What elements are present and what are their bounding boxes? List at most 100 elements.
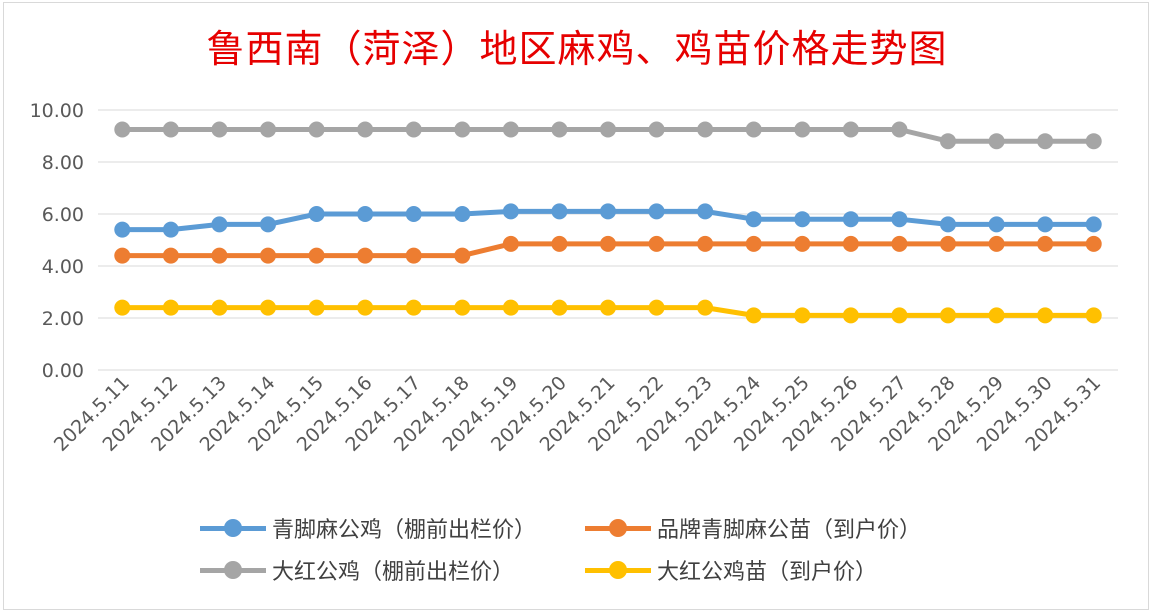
series-4-point-5 [357, 299, 374, 316]
series-3-point-7 [454, 121, 471, 138]
y-tick-label-3: 6.00 [42, 204, 84, 226]
series-3-point-2 [211, 121, 228, 138]
legend-swatch-series-2 [585, 518, 651, 538]
series-2-point-19 [1037, 235, 1054, 252]
series-1-point-11 [648, 203, 665, 220]
series-4-point-17 [940, 307, 956, 324]
series-2-point-3 [260, 247, 276, 264]
series-1-point-3 [260, 216, 276, 233]
series-1-point-14 [794, 211, 811, 228]
series-1-point-12 [697, 203, 714, 220]
series-1-point-13 [745, 211, 762, 228]
legend-label-series-4: 大红公鸡苗（到户价） [657, 560, 878, 585]
series-4-point-3 [260, 299, 276, 316]
series-3-point-11 [648, 121, 665, 138]
series-4-point-16 [891, 307, 908, 324]
series-1-point-8 [502, 203, 519, 220]
series-3-point-12 [697, 121, 714, 138]
series-4-point-2 [211, 299, 228, 316]
legend-swatch-series-3 [200, 560, 266, 580]
series-4-point-4 [308, 299, 325, 316]
series-1-point-4 [308, 206, 325, 222]
series-2-point-14 [794, 235, 811, 252]
series-3-point-1 [162, 121, 179, 138]
legend-swatch-series-4 [585, 560, 651, 580]
series-4-point-7 [454, 299, 471, 316]
series-3-point-17 [940, 133, 956, 150]
series-1-point-16 [891, 211, 908, 228]
series-2-point-2 [211, 247, 228, 264]
series-2-point-1 [162, 247, 179, 264]
series-3-point-8 [502, 121, 519, 138]
series-4-point-11 [648, 299, 665, 316]
series-1-point-0 [114, 221, 131, 238]
y-tick-label-2: 4.00 [42, 256, 84, 278]
series-3-point-3 [260, 121, 276, 138]
series-4-point-6 [405, 299, 422, 316]
legend-item-series-1: 青脚麻公鸡（棚前出栏价） [200, 512, 536, 544]
series-2-point-7 [454, 247, 471, 264]
series-1-point-17 [940, 216, 956, 233]
legend-label-series-2: 品牌青脚麻公苗（到户价） [657, 518, 922, 543]
series-2-point-18 [988, 235, 1005, 252]
series-3-point-9 [551, 121, 568, 138]
y-tick-label-5: 10.00 [30, 100, 84, 122]
series-4-point-13 [745, 307, 762, 324]
series-3-point-5 [357, 121, 374, 138]
series-3-point-14 [794, 121, 811, 138]
series-4-point-1 [162, 299, 179, 316]
series-1-point-18 [988, 216, 1005, 233]
y-tick-label-0: 0.00 [42, 360, 84, 382]
series-1-point-2 [211, 216, 228, 233]
series-3-point-13 [745, 121, 762, 138]
chart-title: 鲁西南（菏泽）地区麻鸡、鸡苗价格走势图 [206, 27, 948, 71]
series-1-point-10 [600, 203, 616, 220]
series-4-point-12 [697, 299, 714, 316]
series-4-point-0 [114, 299, 131, 316]
series-1-point-15 [842, 211, 859, 228]
series-1-point-9 [551, 203, 568, 220]
series-2-point-9 [551, 235, 568, 252]
series-1-point-6 [405, 206, 422, 222]
series-2-point-0 [114, 247, 131, 264]
series-1-point-20 [1085, 216, 1102, 233]
series-4-point-18 [988, 307, 1005, 324]
series-4-point-19 [1037, 307, 1054, 324]
series-2-point-12 [697, 235, 714, 252]
y-tick-label-1: 2.00 [42, 308, 84, 330]
series-3-point-10 [600, 121, 616, 138]
series-2-point-16 [891, 235, 908, 252]
legend-item-series-3: 大红公鸡（棚前出栏价） [200, 554, 514, 586]
series-2-point-8 [502, 235, 519, 252]
series-4-point-8 [502, 299, 519, 316]
series-3-point-15 [842, 121, 859, 138]
legend-swatch-series-1 [200, 518, 266, 538]
series-2-point-4 [308, 247, 325, 264]
series-4-point-14 [794, 307, 811, 324]
series-3-point-16 [891, 121, 908, 138]
series-3-point-4 [308, 121, 325, 138]
series-2-point-13 [745, 235, 762, 252]
series-4-point-9 [551, 299, 568, 316]
series-2-point-20 [1085, 235, 1102, 252]
series-1-point-5 [357, 206, 374, 222]
legend-label-series-1: 青脚麻公鸡（棚前出栏价） [272, 518, 537, 543]
series-1-point-1 [162, 221, 179, 238]
series-2-point-17 [940, 235, 956, 252]
series-2-point-15 [842, 235, 859, 252]
series-3-point-18 [988, 133, 1005, 150]
legend-label-series-3: 大红公鸡（棚前出栏价） [272, 560, 515, 585]
series-3-point-0 [114, 121, 131, 138]
series-3-point-20 [1085, 133, 1102, 150]
series-1-point-7 [454, 206, 471, 222]
series-4-point-15 [842, 307, 859, 324]
legend-item-series-4: 大红公鸡苗（到户价） [585, 554, 877, 586]
series-4-point-10 [600, 299, 616, 316]
series-1-point-19 [1037, 216, 1054, 233]
series-2-point-10 [600, 235, 616, 252]
y-tick-label-4: 8.00 [42, 152, 84, 174]
series-2-point-5 [357, 247, 374, 264]
series-3-point-6 [405, 121, 422, 138]
series-4-point-20 [1085, 307, 1102, 324]
